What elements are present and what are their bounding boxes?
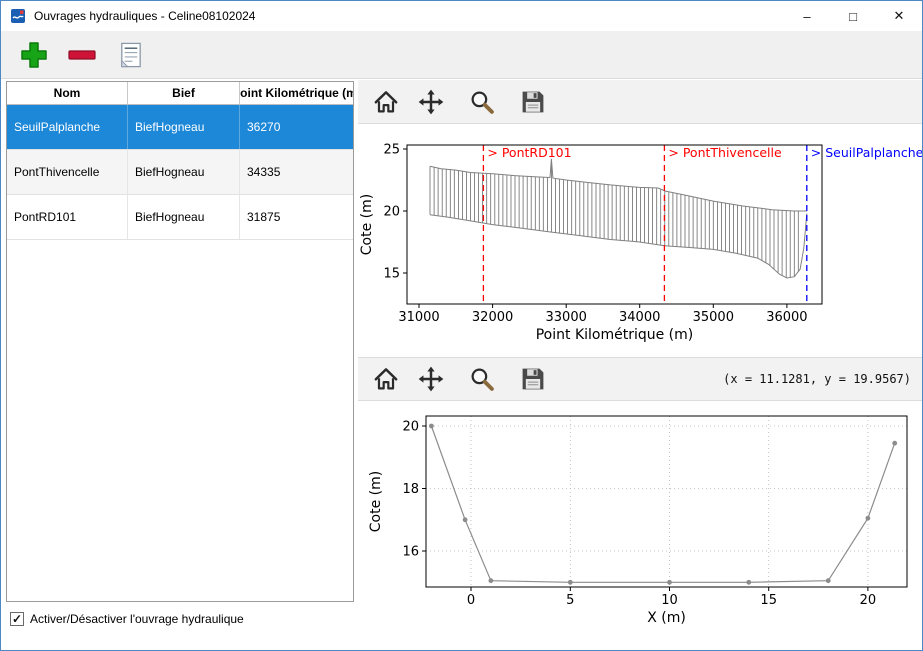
edit-list-icon [116,40,145,70]
pan-icon [418,89,444,115]
checkbox-box [10,612,24,626]
remove-icon [67,40,97,70]
longitudinal-profile-chart[interactable]: > PontRD101 > PontThivencelle > SeuilPalpl… [359,125,923,355]
svg-text:0: 0 [467,593,475,608]
edit-list-button[interactable] [111,36,149,74]
svg-text:20: 20 [402,420,419,435]
cell-pk: 34335 [247,165,281,179]
column-header-pk[interactable]: Point Kilométrique (m) [240,86,353,100]
home-icon [373,89,399,115]
zoom-icon [469,366,495,392]
save-figure-button[interactable] [518,87,548,117]
svg-text:31000: 31000 [398,310,439,325]
pan-button[interactable] [416,87,446,117]
pan-button[interactable] [416,364,446,394]
checkbox-label: Activer/Désactiver l'ouvrage hydraulique [30,612,244,626]
activate-ouvrage-checkbox[interactable]: Activer/Désactiver l'ouvrage hydraulique [10,612,244,626]
svg-text:15: 15 [760,593,777,608]
cross-section-plot-toolbar: (x = 11.1281, y = 19.9567) [358,357,922,401]
save-figure-button[interactable] [518,364,548,394]
zoom-button[interactable] [467,87,497,117]
cell-bief: BiefHogneau [128,105,240,149]
add-icon [19,40,49,70]
cell-bief: BiefHogneau [128,150,240,194]
svg-text:> PontThivencelle: > PontThivencelle [668,145,782,160]
table-row-pontthivencelle[interactable]: PontThivencelle BiefHogneau 34335 [7,150,353,195]
svg-text:20: 20 [383,205,400,220]
svg-text:> SeuilPalplanche: > SeuilPalplanche [811,145,923,160]
cursor-coordinates-readout: (x = 11.1281, y = 19.9567) [723,372,911,386]
cell-nom: PontThivencelle [7,150,128,194]
save-icon [520,89,546,115]
column-header-nom[interactable]: Nom [7,82,128,104]
svg-text:25: 25 [383,143,400,158]
column-header-bief[interactable]: Bief [128,82,240,104]
close-button[interactable]: ✕ [893,8,905,23]
add-ouvrage-button[interactable] [15,36,53,74]
svg-text:15: 15 [383,267,400,282]
svg-text:36000: 36000 [766,310,807,325]
home-button[interactable] [371,87,401,117]
zoom-icon [469,89,495,115]
cell-nom: PontRD101 [7,195,128,239]
svg-text:5: 5 [566,593,574,608]
cell-bief: BiefHogneau [128,195,240,239]
main-toolbar [1,31,922,79]
svg-text:18: 18 [402,482,419,497]
svg-text:> PontRD101: > PontRD101 [487,145,571,160]
remove-ouvrage-button[interactable] [63,36,101,74]
home-button[interactable] [371,364,401,394]
cell-pk: 36270 [247,120,281,134]
svg-text:10: 10 [661,593,678,608]
svg-text:Point Kilométrique (m): Point Kilométrique (m) [536,327,694,343]
app-icon [10,8,26,24]
minimize-button[interactable]: – [803,8,811,24]
table-row-seuilpalplanche[interactable]: SeuilPalplanche BiefHogneau 36270 [7,105,353,150]
profile-plot-toolbar [358,80,922,124]
svg-text:34000: 34000 [619,310,660,325]
svg-text:16: 16 [402,545,419,560]
svg-text:Cote (m): Cote (m) [368,471,384,532]
window-controls: – □ ✕ [784,1,922,31]
cross-section-chart[interactable]: 0 5 10 15 20 16 18 20 X (m) Cote (m) [359,402,923,650]
cell-pk: 31875 [247,210,281,224]
svg-text:Cote (m): Cote (m) [359,194,375,255]
window-title: Ouvrages hydrauliques - Celine08102024 [34,9,256,23]
save-icon [520,366,546,392]
table-header: Nom Bief Point Kilométrique (m) [7,82,353,105]
pan-icon [418,366,444,392]
ouvrages-table: Nom Bief Point Kilométrique (m) SeuilPal… [6,81,354,602]
table-row-pontrd101[interactable]: PontRD101 BiefHogneau 31875 [7,195,353,240]
svg-text:32000: 32000 [472,310,513,325]
svg-text:20: 20 [860,593,877,608]
svg-text:35000: 35000 [693,310,734,325]
zoom-button[interactable] [467,364,497,394]
home-icon [373,366,399,392]
svg-text:33000: 33000 [546,310,587,325]
titlebar: Ouvrages hydrauliques - Celine08102024 –… [1,1,922,31]
svg-text:X (m): X (m) [647,610,686,626]
cell-nom: SeuilPalplanche [7,105,128,149]
maximize-button[interactable]: □ [849,8,857,24]
